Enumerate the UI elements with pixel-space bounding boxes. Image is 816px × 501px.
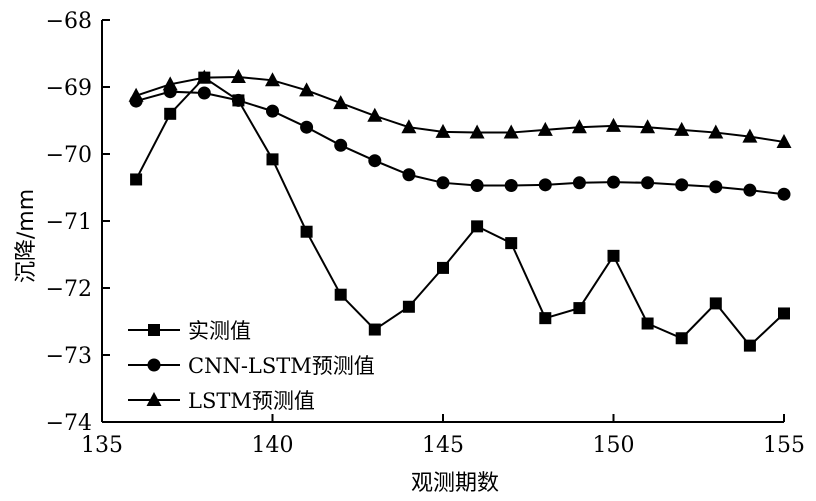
y-tick-label: −73: [46, 344, 92, 369]
data-point: [777, 187, 791, 201]
legend-marker: [147, 358, 161, 372]
data-point: [743, 339, 756, 352]
x-tick-label: 135: [81, 433, 123, 458]
data-point: [300, 120, 314, 134]
series-line: [135, 76, 785, 348]
data-point: [571, 119, 587, 134]
data-point: [538, 178, 552, 192]
data-point: [470, 178, 484, 192]
data-point: [128, 87, 144, 102]
data-point: [197, 86, 211, 100]
data-point: [334, 138, 348, 152]
data-point: [778, 307, 790, 320]
x-tick-label: 150: [593, 433, 635, 458]
data-point: [367, 107, 383, 122]
data-point: [402, 168, 416, 182]
data-point: [196, 69, 212, 84]
data-point: [675, 178, 689, 192]
legend-item: LSTM预测值: [128, 389, 315, 413]
y-tick-label: −70: [46, 143, 92, 168]
legend-label: 实测值: [188, 319, 251, 343]
data-point: [437, 261, 449, 274]
data-point: [266, 104, 279, 118]
series-circle: [129, 85, 791, 201]
data-point: [776, 133, 792, 148]
data-point: [231, 93, 245, 107]
y-tick-label: −68: [46, 9, 92, 34]
data-point: [436, 176, 450, 190]
data-point: [402, 300, 415, 313]
x-axis-title: 观测期数: [411, 471, 499, 496]
y-tick-label: −69: [46, 76, 92, 101]
data-point: [539, 312, 552, 325]
data-point: [675, 332, 688, 345]
legend-marker: [146, 392, 162, 406]
data-point: [435, 123, 451, 138]
data-point: [130, 173, 143, 186]
data-point: [162, 76, 178, 91]
series-line: [135, 75, 785, 143]
data-point: [572, 176, 586, 190]
data-point: [640, 119, 656, 134]
data-point: [469, 124, 485, 139]
series-square: [130, 71, 790, 352]
data-point: [164, 107, 177, 120]
data-point: [607, 175, 620, 189]
legend: 实测值 CNN-LSTM预测值 LSTM预测值: [128, 319, 375, 413]
legend-item: CNN-LSTM预测值: [128, 354, 375, 378]
data-point: [505, 237, 518, 250]
data-point: [709, 180, 723, 194]
data-point: [641, 176, 655, 190]
legend-marker: [148, 324, 160, 336]
data-point: [674, 121, 690, 136]
data-point: [368, 154, 382, 168]
data-point: [368, 323, 381, 336]
legend-item: 实测值: [128, 319, 251, 343]
data-point: [503, 124, 519, 139]
y-tick-label: −74: [46, 411, 92, 436]
x-tick-label: 140: [252, 433, 294, 458]
series-line: [135, 90, 785, 196]
data-point: [299, 82, 315, 97]
series-triangle: [128, 68, 792, 148]
data-point: [401, 119, 417, 134]
data-point: [333, 95, 349, 110]
data-point: [230, 68, 246, 83]
data-point: [504, 178, 518, 192]
data-point: [607, 249, 620, 262]
data-point: [537, 121, 553, 136]
data-point: [573, 302, 586, 315]
y-axis-title: 沉降/mm: [14, 189, 39, 283]
data-point: [266, 153, 279, 166]
legend-label: CNN-LSTM预测值: [188, 354, 375, 378]
data-point: [641, 317, 654, 330]
series-group: [128, 68, 792, 352]
data-point: [709, 297, 722, 310]
data-point: [743, 183, 757, 197]
x-tick-label: 145: [422, 433, 464, 458]
x-tick-label: 155: [763, 433, 805, 458]
data-point: [708, 124, 724, 139]
data-point: [300, 225, 313, 238]
data-point: [606, 117, 621, 132]
data-point: [742, 128, 758, 143]
y-tick-label: −71: [46, 210, 92, 235]
data-point: [265, 72, 280, 87]
legend-label: LSTM预测值: [188, 389, 315, 413]
y-tick-label: −72: [46, 277, 92, 302]
data-point: [334, 288, 347, 301]
data-point: [471, 220, 484, 233]
